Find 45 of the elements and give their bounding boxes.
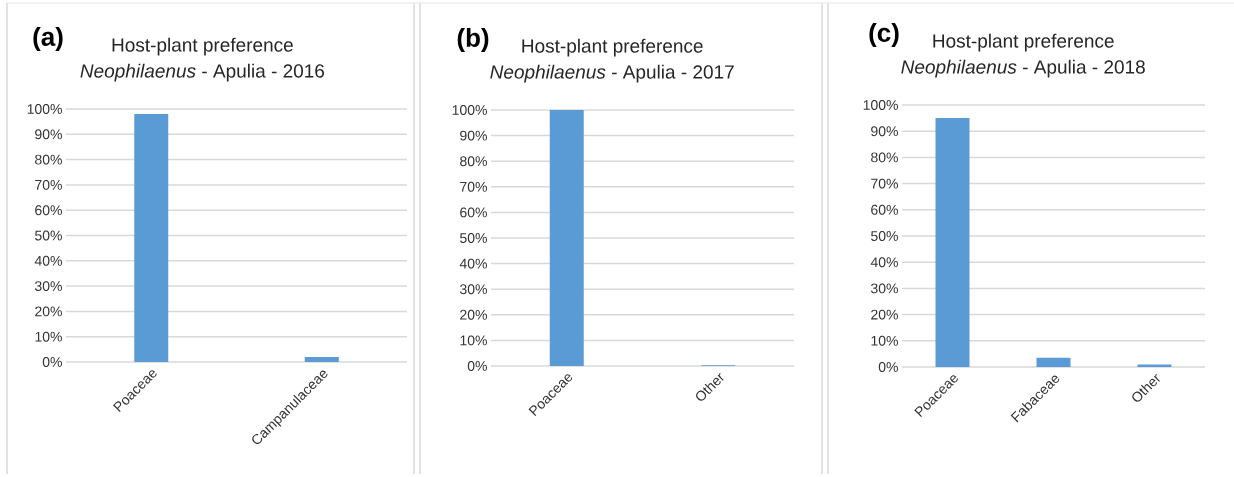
y-tick-label: 100%	[863, 100, 898, 110]
y-tick-label: 0%	[878, 362, 898, 372]
y-tick-label: 50%	[460, 233, 487, 243]
text: (b)	[457, 27, 489, 53]
y-tick-label: 20%	[35, 306, 62, 317]
chart-subtitle: Neophilaenus - Apulia - 2017	[490, 64, 734, 83]
y-tick-label: 70%	[871, 178, 898, 189]
y-tick-label: 90%	[35, 129, 62, 140]
y-tick-label: 90%	[871, 126, 898, 137]
y-tick-label: 20%	[460, 309, 487, 320]
y-tick-label: 40%	[870, 257, 898, 268]
chart-title: Host-plant preference	[933, 33, 1114, 52]
text: (c)	[869, 22, 899, 48]
y-tick-label: 40%	[459, 258, 487, 269]
y-tick-label: 40%	[34, 255, 62, 266]
y-tick-label: 30%	[870, 283, 898, 294]
y-tick-label: 10%	[35, 331, 62, 342]
y-tick-label: 20%	[871, 309, 898, 320]
y-tick-label: 70%	[460, 181, 487, 192]
bar	[935, 118, 970, 367]
y-tick-label: 30%	[34, 281, 62, 292]
text: (a)	[33, 26, 63, 52]
bar	[1036, 357, 1071, 367]
y-tick-label: 30%	[459, 284, 487, 295]
y-tick-label: 80%	[871, 152, 898, 163]
y-tick-label: 0%	[467, 361, 487, 371]
y-tick-label: 10%	[460, 335, 487, 346]
y-tick-label: 0%	[42, 357, 62, 367]
y-tick-label: 60%	[35, 205, 62, 216]
y-tick-label: 10%	[871, 335, 898, 346]
y-tick-label: 90%	[460, 130, 487, 141]
y-tick-label: 80%	[460, 156, 487, 167]
chart-title: Host-plant preference	[522, 38, 703, 57]
y-tick-label: 50%	[35, 230, 62, 241]
chart-subtitle: Neophilaenus - Apulia - 2018	[901, 59, 1145, 78]
y-tick-label: 60%	[460, 207, 487, 218]
y-tick-label: 100%	[27, 104, 62, 114]
chart-title: Host-plant preference	[112, 37, 293, 56]
bar	[1137, 364, 1172, 367]
y-tick-label: 100%	[452, 105, 487, 115]
y-tick-label: 70%	[35, 179, 62, 190]
y-tick-label: 60%	[871, 204, 898, 215]
y-tick-label: 50%	[871, 231, 898, 241]
y-tick-label: 80%	[35, 154, 62, 165]
chart-subtitle: Neophilaenus - Apulia - 2016	[80, 63, 325, 82]
